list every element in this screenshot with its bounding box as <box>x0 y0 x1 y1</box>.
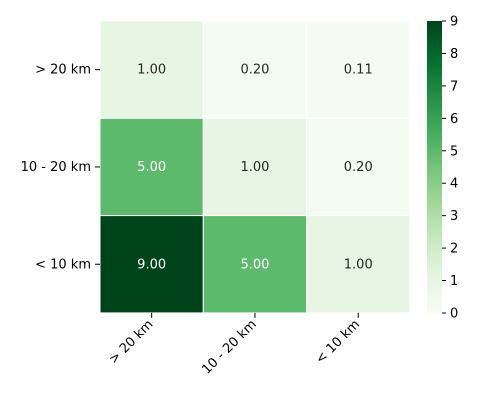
cell-value-label: 1.00 <box>344 257 373 272</box>
heatmap-cell <box>99 117 204 217</box>
x-tick-label: < 10 km <box>313 317 363 367</box>
heatmap-cell <box>99 20 204 119</box>
colorbar-tick-label: 2 <box>450 242 458 257</box>
colorbar-tick-label: 7 <box>450 79 458 94</box>
x-tick-label: 10 - 20 km <box>199 317 259 377</box>
x-axis: > 20 km 10 - 20 km < 10 km <box>106 312 363 377</box>
heatmap-cells <box>99 20 411 314</box>
colorbar-ticks: 0 1 2 3 4 5 6 7 8 9 <box>442 15 458 322</box>
colorbar-tick-label: 4 <box>450 177 458 192</box>
colorbar-gradient <box>427 21 442 313</box>
y-tick-label: < 10 km <box>35 257 91 272</box>
y-tick-label: 10 - 20 km <box>21 160 91 175</box>
heatmap-cell <box>202 20 308 119</box>
cell-value-label: 1.00 <box>137 63 166 78</box>
cell-value-label: 1.00 <box>240 160 269 175</box>
heatmap-cell <box>202 215 308 314</box>
colorbar-tick-label: 3 <box>450 209 458 224</box>
x-tick-label: > 20 km <box>106 317 156 367</box>
colorbar-tick-label: 6 <box>450 112 458 127</box>
y-axis: > 20 km 10 - 20 km < 10 km <box>21 63 100 272</box>
cell-value-label: 0.20 <box>344 160 373 175</box>
cell-value-label: 0.11 <box>344 63 373 78</box>
cell-value-label: 9.00 <box>137 257 166 272</box>
cell-value-label: 0.20 <box>240 63 269 78</box>
colorbar-tick-label: 0 <box>450 307 458 322</box>
colorbar-tick-label: 1 <box>450 274 458 289</box>
colorbar: 0 1 2 3 4 5 6 7 8 9 <box>427 15 458 322</box>
heatmap-cell <box>202 117 308 217</box>
heatmap-cell <box>306 20 411 119</box>
y-tick-label: > 20 km <box>35 63 91 78</box>
colorbar-tick-label: 9 <box>450 15 458 30</box>
colorbar-tick-label: 8 <box>450 47 458 62</box>
cell-value-label: 5.00 <box>240 257 269 272</box>
heatmap-cell <box>306 117 411 217</box>
colorbar-tick-label: 5 <box>450 144 458 159</box>
cell-value-label: 5.00 <box>137 160 166 175</box>
cell-labels: 1.00 0.20 0.11 5.00 1.00 0.20 9.00 5.00 1.00 <box>137 63 373 273</box>
